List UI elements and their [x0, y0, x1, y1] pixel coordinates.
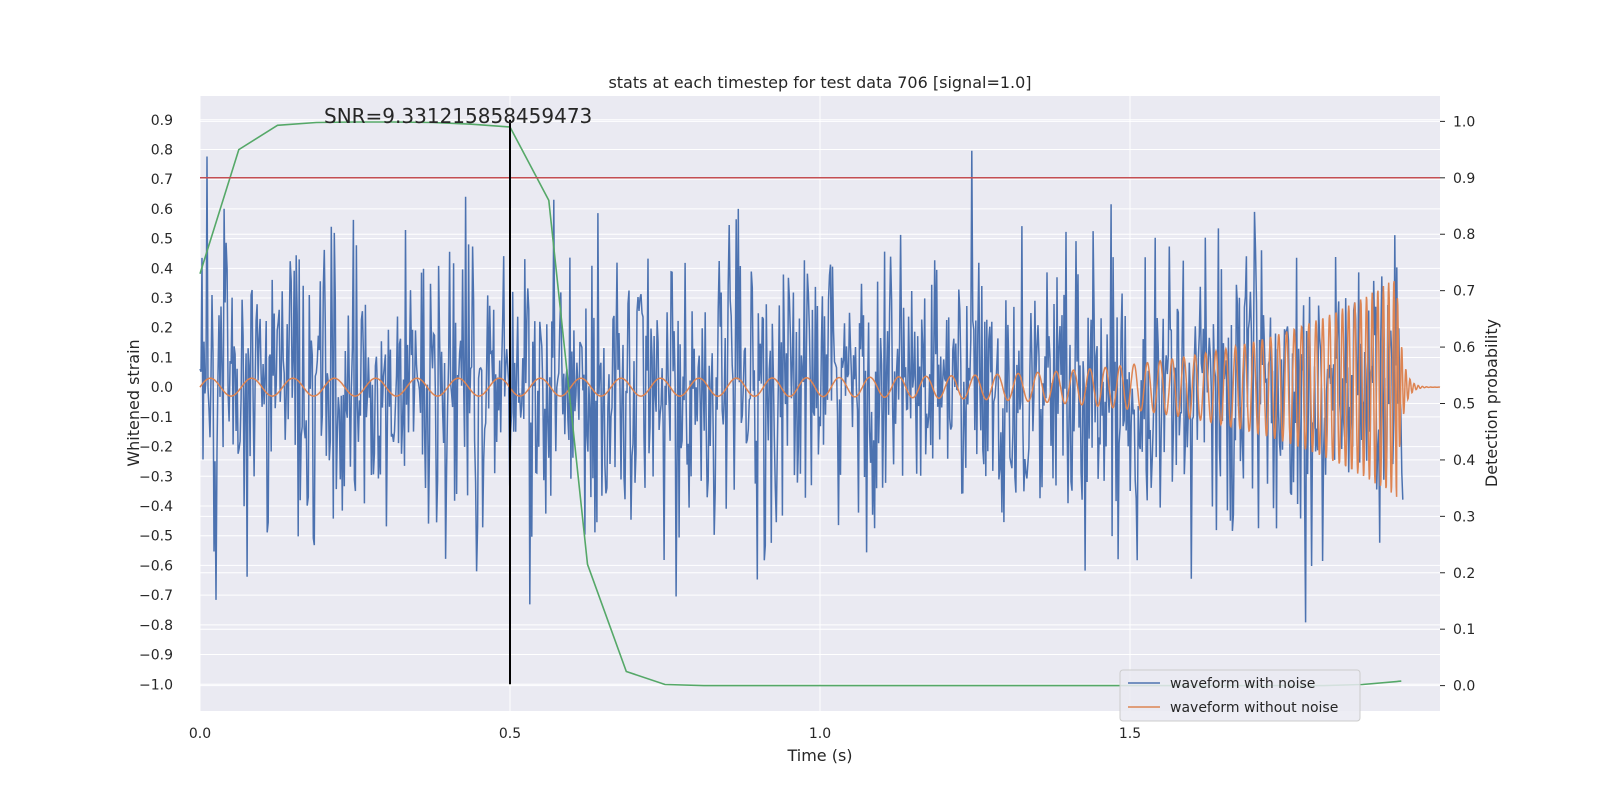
y2-tick-label: 1.0: [1453, 114, 1475, 130]
y2-tick-label: 0.4: [1453, 453, 1475, 469]
y-tick-label: −0.3: [139, 469, 173, 485]
y-tick-label: 0.5: [151, 232, 173, 248]
legend-label-noisy: waveform with noise: [1170, 676, 1315, 692]
y2-tick-label: 0.6: [1453, 340, 1475, 356]
y-tick-label: 0.2: [151, 321, 173, 337]
y-tick-label: −0.2: [139, 440, 173, 456]
y2-tick-label: 0.8: [1453, 227, 1475, 243]
snr-annotation: SNR=9.331215858459473: [324, 104, 592, 128]
y-tick-label: −0.1: [139, 410, 173, 426]
y2-tick-label: 0.7: [1453, 284, 1475, 300]
y2-tick-label: 0.0: [1453, 679, 1475, 695]
y-tick-label: −0.5: [139, 529, 173, 545]
y2-tick-label: 0.5: [1453, 397, 1475, 413]
x-axis-label: Time (s): [786, 746, 852, 765]
x-tick-label: 0.0: [189, 726, 211, 742]
y-tick-label: 0.4: [151, 261, 173, 277]
x-tick-label: 0.5: [499, 726, 521, 742]
y-tick-label: 0.8: [151, 142, 173, 158]
y2-tick-label: 0.2: [1453, 566, 1475, 582]
axis-ticks: 0.9 0.8 0.7 0.6 0.5 0.4 0.3 0.2 0.1 0.0 −0.1 −0.2 −0…: [139, 113, 1475, 742]
y2-axis-label: Detection probability: [1482, 319, 1501, 487]
y2-tick-label: 0.1: [1453, 622, 1475, 638]
y-tick-label: −0.4: [139, 499, 173, 515]
legend-box: [1119, 669, 1361, 722]
y-tick-label: −0.7: [139, 588, 173, 604]
y-tick-label: −0.8: [139, 618, 173, 634]
y-tick-label: 0.0: [151, 380, 173, 396]
y-tick-label: 0.3: [151, 291, 173, 307]
legend: waveform with noise waveform without noi…: [1119, 669, 1361, 722]
y2-tick-label: 0.9: [1453, 171, 1475, 187]
y-tick-label: 0.7: [151, 172, 173, 188]
y-axis-label: Whitened strain: [124, 339, 143, 466]
series-waveform-without-noise: [199, 280, 1441, 497]
y-tick-label: −0.9: [139, 648, 173, 664]
y-tick-label: 0.6: [151, 202, 173, 218]
x-tick-label: 1.5: [1119, 726, 1141, 742]
legend-label-clean: waveform without noise: [1170, 700, 1338, 716]
y-tick-label: −0.6: [139, 558, 173, 574]
y2-tick-label: 0.3: [1453, 509, 1475, 525]
y-tick-label: 0.1: [151, 350, 173, 366]
series-waveform-with-noise: [199, 150, 1404, 623]
y-tick-label: −1.0: [139, 677, 173, 693]
x-tick-label: 1.0: [809, 726, 831, 742]
chart-title: stats at each timestep for test data 706…: [608, 73, 1031, 92]
y-tick-label: 0.9: [151, 113, 173, 129]
